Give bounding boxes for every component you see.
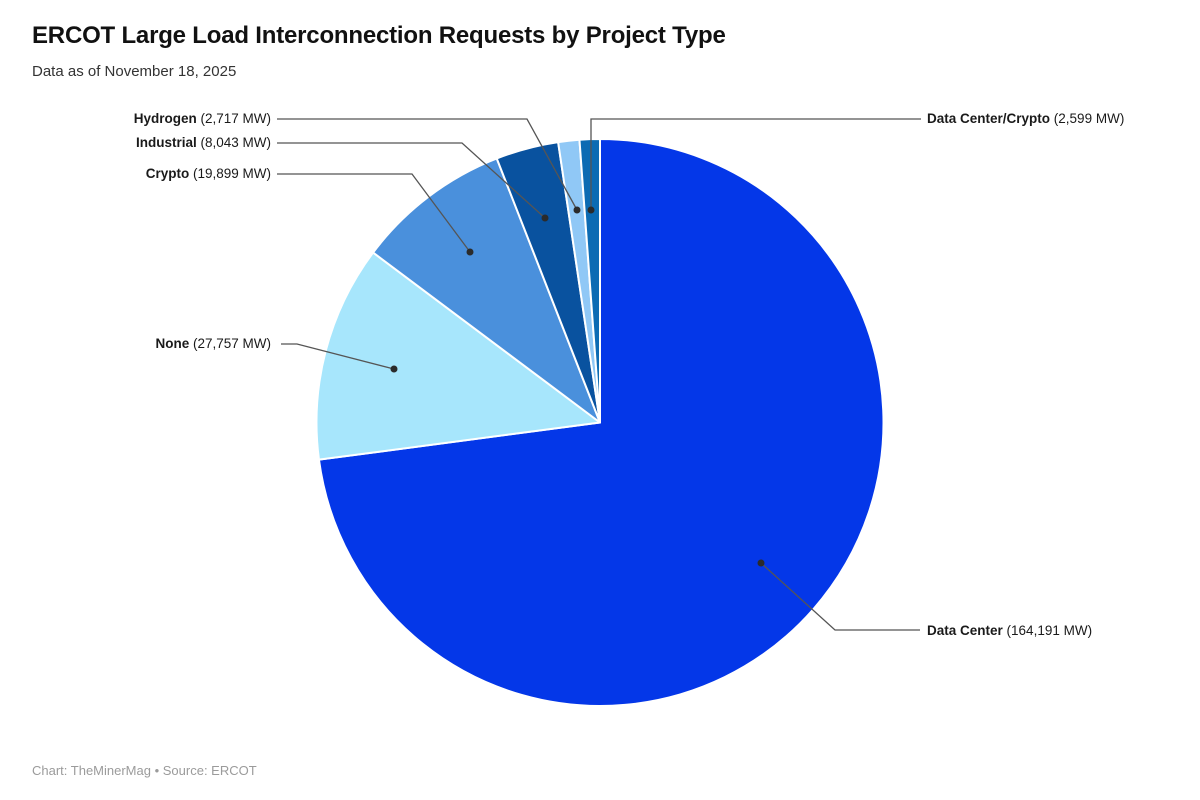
pie-slice-data-center[interactable] [317, 138, 885, 707]
slice-label-data-center-crypto-value: (2,599 MW) [1053, 111, 1125, 126]
callout-dot-crypto [466, 248, 474, 256]
slice-label-none-value: (27,757 MW) [192, 336, 271, 351]
slice-label-data-center-name: Data Center [927, 623, 1003, 638]
slice-label-industrial-value: (8,043 MW) [200, 135, 271, 150]
slice-label-hydrogen-value: (2,717 MW) [200, 111, 271, 126]
slice-label-crypto-name: Crypto [145, 166, 190, 181]
callout-line-hydrogen [277, 118, 578, 211]
slice-label-industrial-name: Industrial [135, 135, 197, 150]
chart-subtitle: Data as of November 18, 2025 [32, 63, 237, 80]
callout-lines [277, 118, 921, 631]
callout-dot-data-center [757, 559, 765, 567]
callout-line-none [281, 343, 395, 370]
slice-label-none: None (27,757 MW) [155, 336, 271, 352]
chart-credit: Chart: TheMinerMag • Source: ERCOT [32, 763, 257, 778]
callout-line-crypto [277, 173, 471, 253]
slice-label-crypto: Crypto (19,899 MW) [146, 166, 271, 182]
pie-slice-data-center-crypto[interactable] [578, 137, 601, 424]
slice-label-hydrogen: Hydrogen (2,717 MW) [134, 111, 271, 127]
callout-line-data-center [760, 562, 920, 631]
slice-label-none-name: None [155, 336, 190, 351]
pie-slices [315, 137, 885, 707]
slice-label-data-center-crypto: Data Center/Crypto (2,599 MW) [927, 111, 1124, 127]
callout-dot-data-center-crypto [587, 206, 595, 214]
slice-label-data-center-value: (164,191 MW) [1006, 623, 1093, 638]
callout-dot-hydrogen [573, 206, 581, 214]
callout-dot-none [390, 365, 398, 373]
slice-label-hydrogen-name: Hydrogen [133, 111, 197, 126]
callout-dot-industrial [541, 214, 549, 222]
slice-label-data-center-crypto-name: Data Center/Crypto [927, 111, 1051, 126]
slice-label-crypto-value: (19,899 MW) [192, 166, 271, 181]
callout-line-industrial [277, 142, 546, 219]
chart-title: ERCOT Large Load Interconnection Request… [32, 22, 726, 49]
callout-line-data-center-crypto [590, 118, 921, 210]
slice-label-data-center: Data Center (164,191 MW) [927, 623, 1092, 639]
slice-label-industrial: Industrial (8,043 MW) [136, 135, 271, 151]
